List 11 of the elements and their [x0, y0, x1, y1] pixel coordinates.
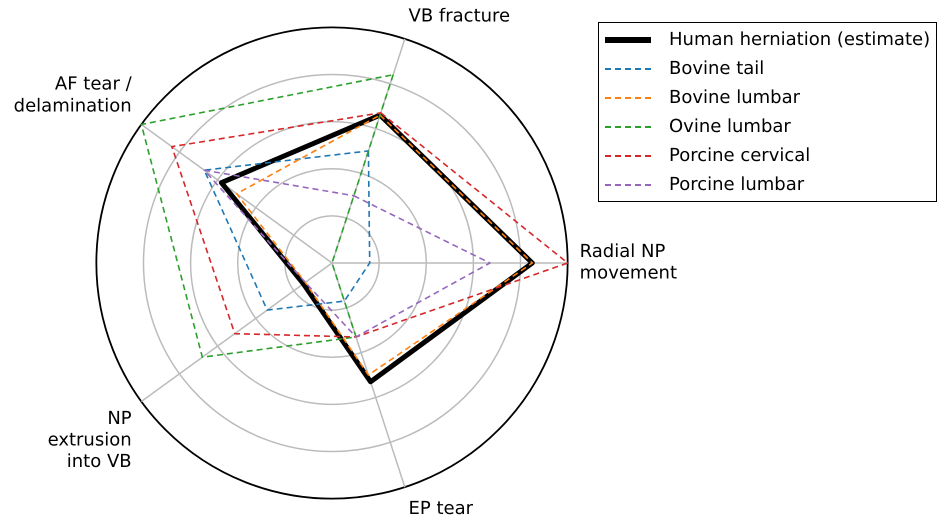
legend-label: Ovine lumbar: [669, 116, 791, 137]
legend-label: Bovine lumbar: [669, 87, 800, 108]
spoke-label: VB fracture: [408, 5, 510, 26]
legend-label: Human herniation (estimate): [669, 29, 930, 50]
legend-label: Porcine lumbar: [669, 174, 804, 195]
spoke-label: NP extrusion into VB: [48, 408, 132, 472]
legend-label: Porcine cervical: [669, 145, 810, 166]
spoke-label: Radial NP movement: [580, 240, 678, 284]
spoke-label: EP tear: [408, 498, 474, 520]
legend-label: Bovine tail: [669, 58, 764, 79]
spoke-label: AF tear / delamination: [14, 74, 133, 116]
